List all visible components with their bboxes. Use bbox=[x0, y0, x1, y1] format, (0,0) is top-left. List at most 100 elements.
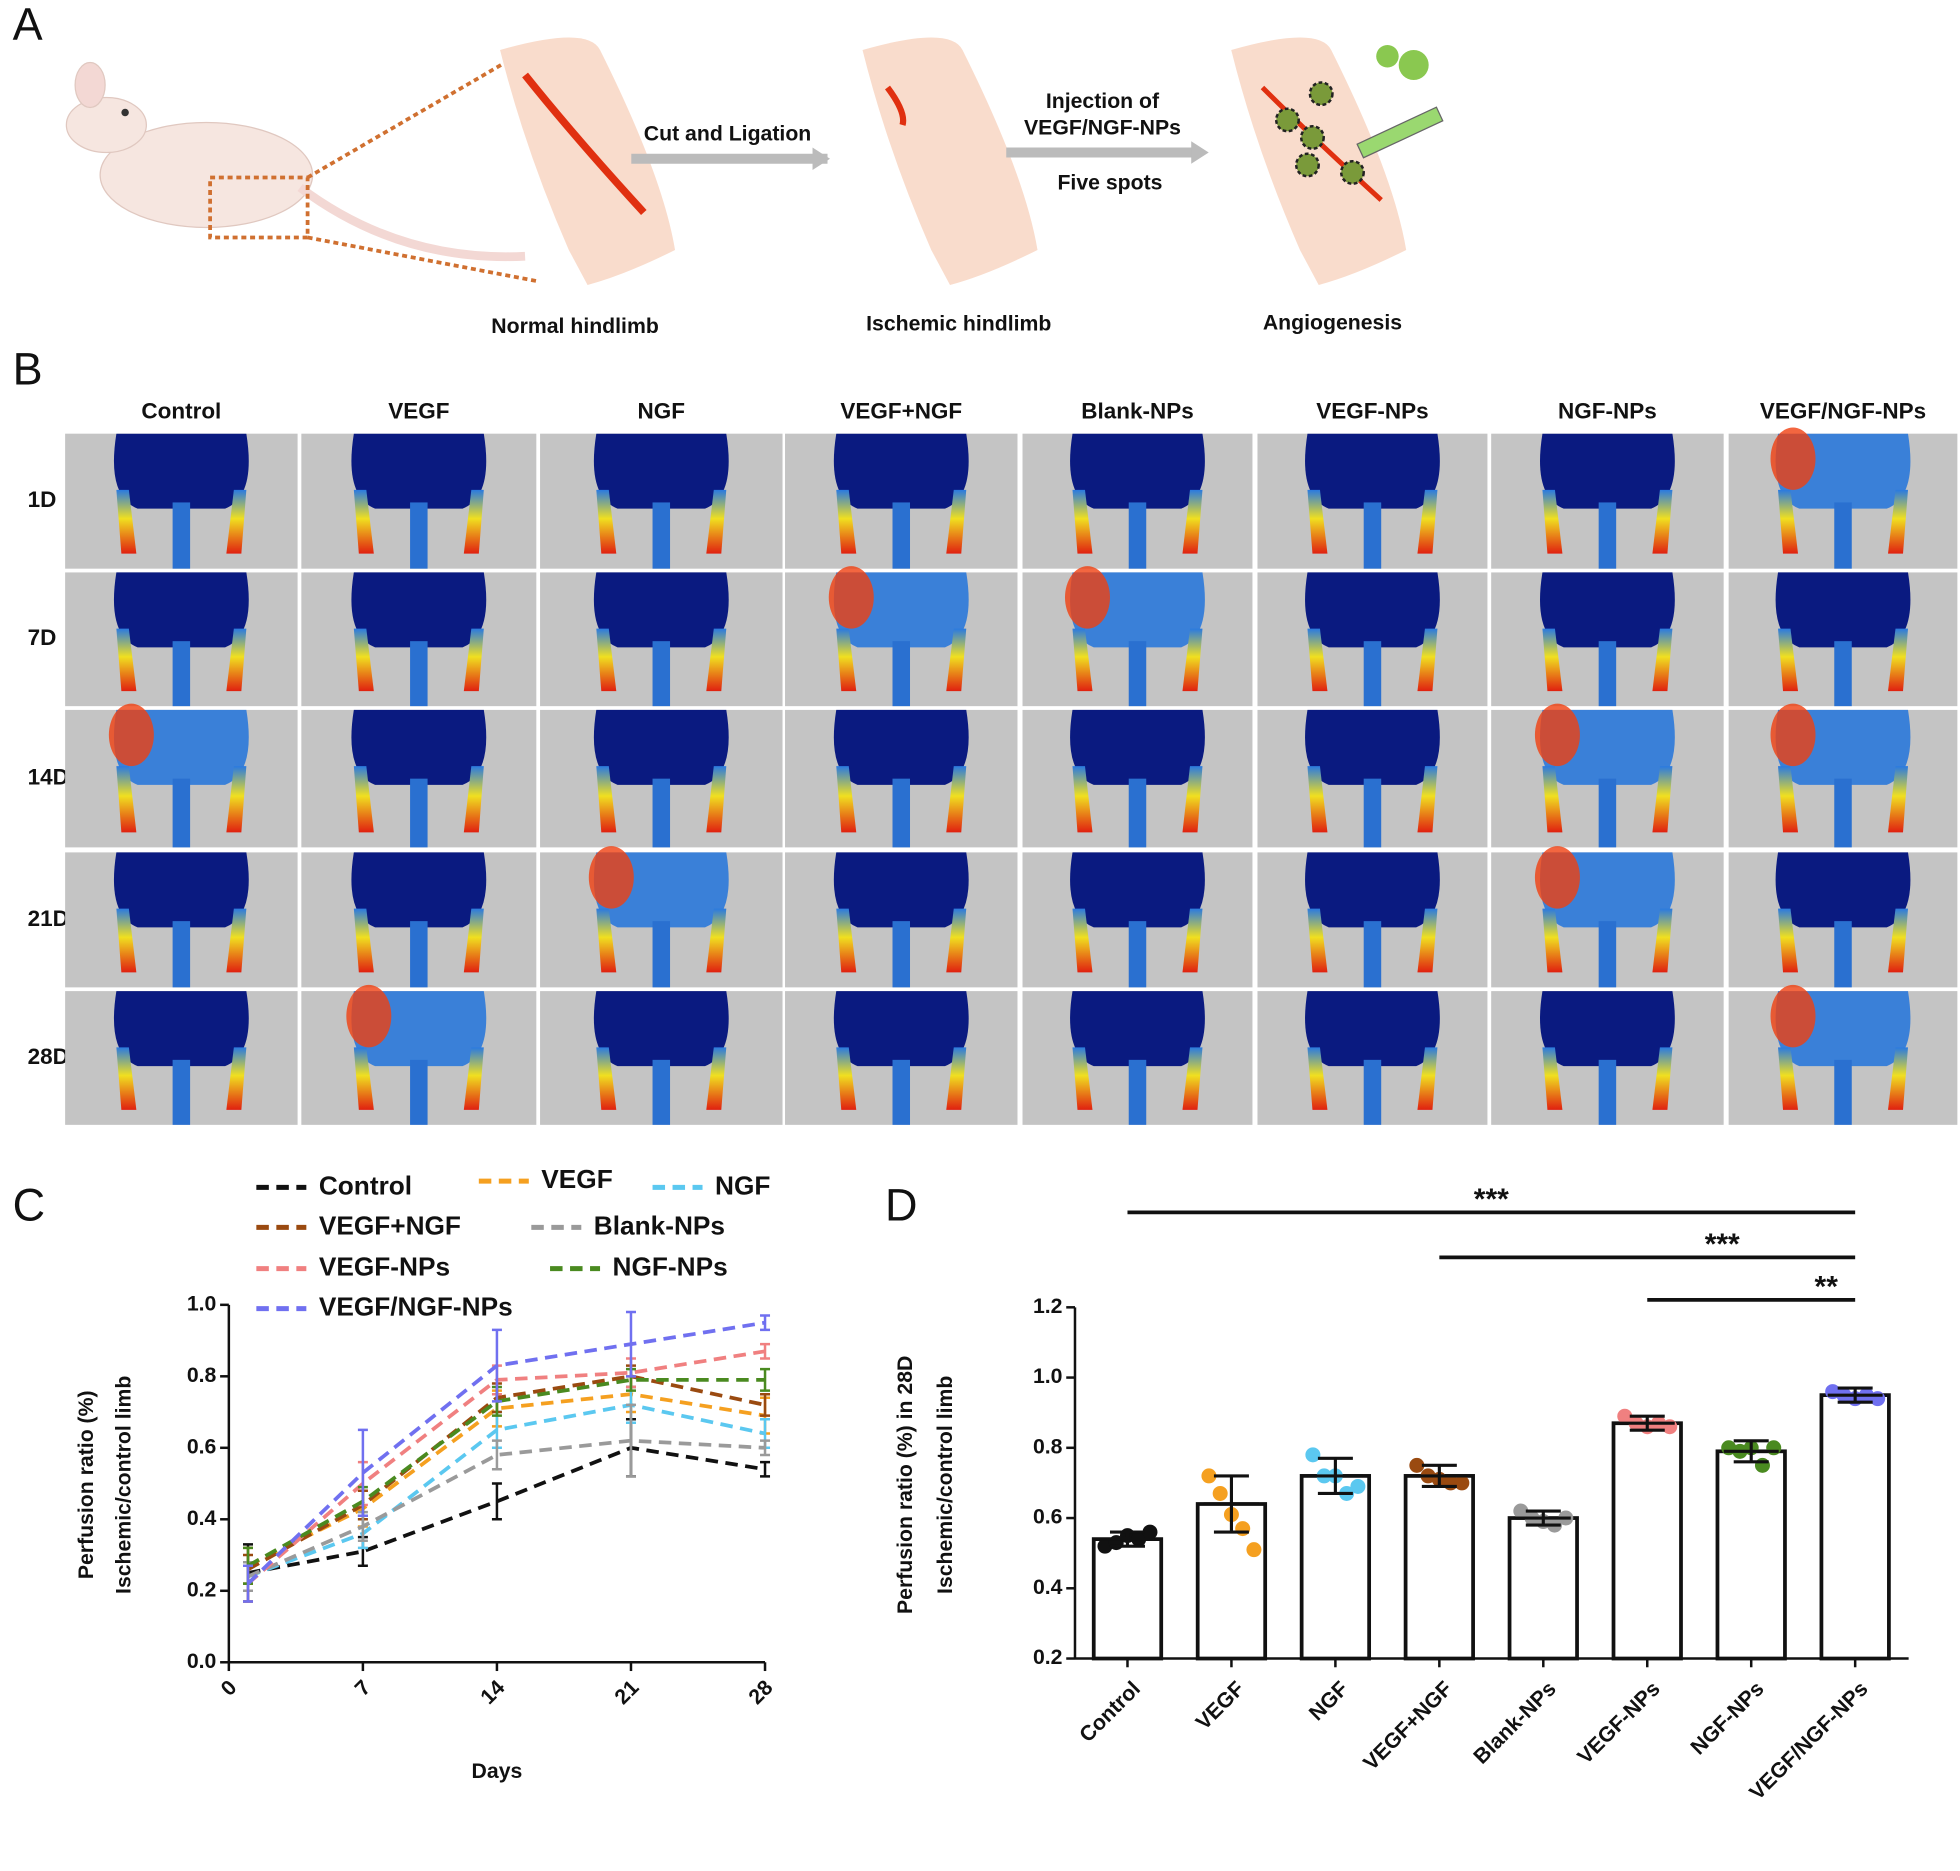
y-axis-title: Perfusion ratio (%) bbox=[74, 1390, 98, 1579]
series-line bbox=[247, 1378, 766, 1568]
body bbox=[1540, 572, 1675, 648]
error-bar bbox=[1723, 1439, 1779, 1464]
body bbox=[833, 991, 969, 1067]
tail bbox=[410, 921, 428, 988]
caption: Normal hindlimb bbox=[491, 314, 659, 338]
y-tick-label: 0.8 bbox=[187, 1363, 217, 1387]
tail bbox=[1128, 778, 1147, 848]
tail bbox=[1834, 921, 1852, 988]
leg bbox=[116, 628, 137, 692]
thermal-image bbox=[785, 566, 1018, 707]
body bbox=[351, 433, 487, 509]
leg bbox=[353, 489, 374, 554]
body bbox=[1775, 572, 1911, 648]
body bbox=[1070, 433, 1205, 509]
series-line bbox=[247, 1445, 766, 1575]
legend-label: NGF bbox=[715, 1170, 770, 1200]
data-point bbox=[1305, 1447, 1321, 1463]
thermal-image bbox=[1728, 852, 1958, 988]
hot-spot bbox=[1534, 846, 1580, 909]
significance-label: ** bbox=[1815, 1270, 1839, 1303]
panel-label: A bbox=[13, 0, 43, 49]
legend-label: NGF-NPs bbox=[613, 1252, 728, 1282]
body bbox=[833, 709, 969, 785]
thermal-image bbox=[1257, 709, 1488, 848]
thermal-image bbox=[540, 991, 783, 1125]
thermal-image bbox=[1728, 984, 1958, 1125]
x-tick-label: VEGF bbox=[1191, 1677, 1249, 1735]
series-line bbox=[247, 1403, 766, 1579]
step-label: Cut and Ligation bbox=[644, 122, 812, 146]
leg bbox=[1542, 1047, 1563, 1110]
leg bbox=[226, 1047, 247, 1110]
x-tick-label: 7 bbox=[350, 1675, 375, 1700]
tail bbox=[172, 641, 191, 707]
thermal-image bbox=[540, 572, 783, 707]
error-bar bbox=[1099, 1530, 1155, 1548]
leg bbox=[463, 908, 484, 973]
thermal-image bbox=[1022, 433, 1253, 569]
tail bbox=[1128, 921, 1147, 988]
tail bbox=[410, 641, 428, 707]
leg bbox=[1072, 766, 1093, 833]
legend-label: VEGF/NGF-NPs bbox=[319, 1292, 513, 1322]
thermal-image bbox=[540, 433, 783, 569]
thermal-image bbox=[1728, 427, 1958, 569]
leg bbox=[1652, 628, 1673, 692]
panel-label: C bbox=[13, 1179, 45, 1230]
leg bbox=[463, 489, 484, 554]
body bbox=[1070, 991, 1205, 1067]
tail bbox=[892, 1059, 911, 1125]
caption: Angiogenesis bbox=[1263, 310, 1402, 334]
leg bbox=[226, 489, 247, 554]
leg bbox=[946, 489, 967, 554]
leg bbox=[226, 908, 247, 973]
leg bbox=[1417, 766, 1438, 833]
leg bbox=[1652, 908, 1673, 973]
row-header: 1D bbox=[28, 487, 57, 512]
body bbox=[1540, 433, 1675, 509]
thermal-image bbox=[65, 433, 298, 569]
body bbox=[351, 852, 487, 928]
data-point bbox=[1097, 1538, 1113, 1554]
error-bar bbox=[760, 1392, 771, 1417]
bar bbox=[1819, 1393, 1891, 1661]
leg bbox=[946, 628, 967, 692]
thermal-image bbox=[1491, 991, 1724, 1125]
row-header: 28D bbox=[28, 1044, 69, 1069]
body bbox=[113, 433, 249, 509]
x-tick-label: NGF-NPs bbox=[1686, 1677, 1769, 1760]
leg bbox=[1417, 628, 1438, 692]
leg bbox=[596, 766, 617, 833]
body bbox=[1305, 991, 1440, 1067]
leg bbox=[706, 489, 727, 554]
tail bbox=[1363, 641, 1382, 707]
thermal-image bbox=[1257, 433, 1488, 569]
thermal-image bbox=[1022, 991, 1253, 1125]
hot-spot bbox=[346, 984, 392, 1048]
y-axis-title: Ischemic/control limb bbox=[112, 1376, 136, 1594]
leg bbox=[946, 1047, 967, 1110]
tail bbox=[1128, 502, 1147, 569]
leg bbox=[836, 628, 857, 692]
leg bbox=[353, 1047, 374, 1110]
data-point bbox=[1513, 1503, 1529, 1519]
leg bbox=[116, 766, 137, 833]
leg bbox=[1072, 908, 1093, 973]
y-axis-title: Perfusion ratio (%) in 28D bbox=[893, 1356, 917, 1614]
x-tick-label: 14 bbox=[476, 1675, 510, 1709]
data-point bbox=[1201, 1468, 1217, 1484]
tail bbox=[652, 502, 671, 569]
data-point bbox=[1870, 1391, 1886, 1407]
leg bbox=[1307, 489, 1328, 554]
column-header: VEGF/NGF-NPs bbox=[1760, 398, 1926, 423]
body bbox=[593, 433, 729, 509]
tail bbox=[172, 921, 191, 988]
thermal-image bbox=[785, 991, 1018, 1125]
data-point bbox=[1409, 1457, 1425, 1473]
body bbox=[351, 709, 487, 785]
tail bbox=[1834, 502, 1852, 569]
leg bbox=[353, 766, 374, 833]
leg bbox=[116, 908, 137, 973]
tail bbox=[1128, 1059, 1147, 1125]
